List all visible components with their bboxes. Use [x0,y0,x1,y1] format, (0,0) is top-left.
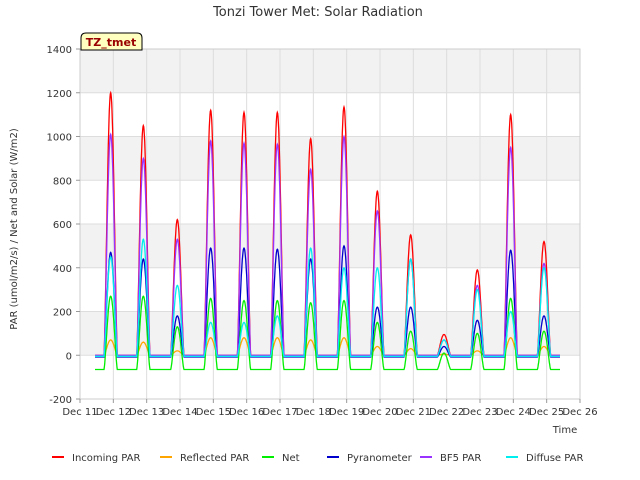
x-tick-label: Dec 26 [562,407,597,418]
y-tick-label: 200 [53,308,72,319]
x-tick-label: Dec 25 [529,407,564,418]
y-tick-labels: -200 0 200 400 600 800 1000 1200 1400 [47,45,80,406]
plot-band [80,224,580,268]
x-tick-label: Dec 12 [96,407,131,418]
x-tick-label: Dec 16 [229,407,264,418]
x-tick-label: Dec 22 [429,407,464,418]
legend-label-net: Net [282,453,300,464]
plot-band [80,355,580,399]
x-tick-label: Dec 21 [396,407,431,418]
x-tick-label: Dec 14 [162,407,197,418]
x-axis-label: Time [552,425,577,436]
y-tick-label: 1400 [47,45,72,56]
plot-band [80,49,580,93]
y-tick-label: 1200 [47,89,72,100]
legend-label-incoming-par: Incoming PAR [72,453,141,464]
y-tick-label: -200 [49,395,72,406]
x-tick-label: Dec 23 [462,407,497,418]
y-tick-label: 600 [53,220,72,231]
site-tag-box [80,32,143,51]
x-tick-label: Dec 11 [62,407,97,418]
x-tick-label: Dec 19 [329,407,364,418]
x-tick-label: Dec 15 [196,407,231,418]
y-tick-label: 800 [53,176,72,187]
legend-label-diffuse-par: Diffuse PAR [526,453,583,464]
series-layer [95,90,560,371]
y-tick-label: 1000 [47,133,72,144]
site-tag: TZ_tmet [80,32,143,51]
plot-band [80,136,580,181]
legend-label-pyranometer: Pyranometer [347,453,413,464]
series-line-diffuse-par [95,238,560,357]
x-tick-label: Dec 24 [496,407,531,418]
x-tick-label: Dec 18 [296,407,331,418]
x-tick-label: Dec 17 [262,407,297,418]
plot-bands [80,49,580,399]
legend: Incoming PAR Reflected PAR Net Pyranometer B… [52,453,583,464]
y-tick-label: 0 [66,351,72,362]
legend-label-reflected-par: Reflected PAR [180,453,249,464]
y-tick-label: 400 [53,264,72,275]
plot-band [80,92,580,137]
series-line-net [95,295,560,371]
y-axis-label: PAR (umol/m2/s) / Net and Solar (W/m2) [9,128,20,330]
x-tick-label: Dec 13 [129,407,164,418]
plot-band [80,180,580,224]
plot-band [80,311,580,356]
site-tag-text: TZ_tmet [86,36,136,49]
chart-title: Tonzi Tower Met: Solar Radiation [212,5,423,20]
plot-band [80,267,580,312]
x-tick-label: Dec 20 [362,407,397,418]
legend-label-bf5-par: BF5 PAR [440,453,481,464]
